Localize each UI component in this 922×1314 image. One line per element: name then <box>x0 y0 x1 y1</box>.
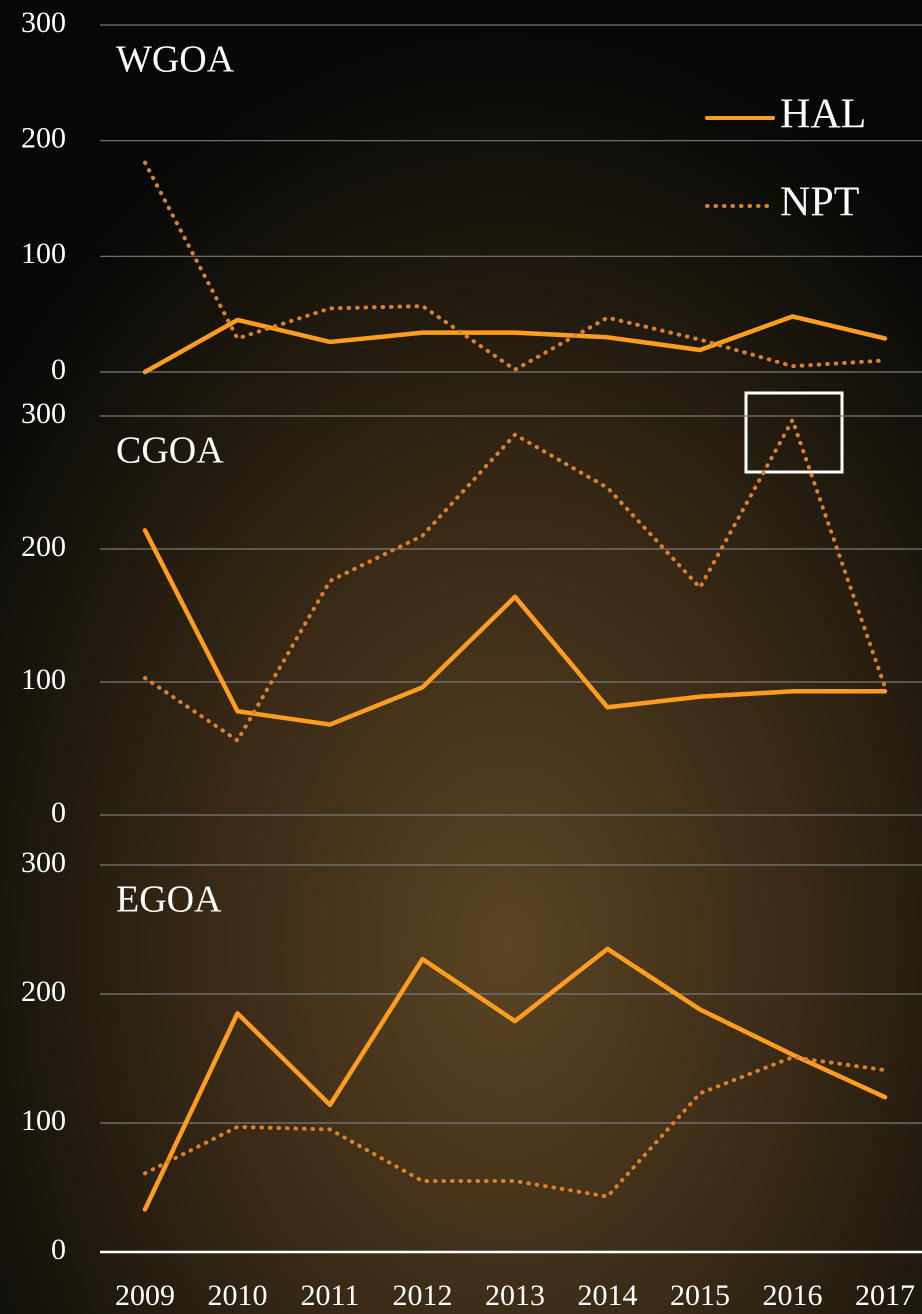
panel-title: WGOA <box>116 39 235 81</box>
npt-line <box>143 1055 887 1199</box>
npt-line <box>143 160 887 372</box>
x-tick-label: 2012 <box>393 1279 453 1312</box>
npt-line <box>143 417 887 743</box>
y-tick-label: 0 <box>51 796 66 829</box>
y-tick-label: 0 <box>51 353 66 386</box>
panel-title: EGOA <box>116 879 222 921</box>
y-tick-label: 300 <box>21 846 66 879</box>
y-tick-label: 200 <box>21 975 66 1008</box>
highlight-box <box>744 391 844 474</box>
x-tick-label: 2016 <box>763 1279 823 1312</box>
y-tick-label: 100 <box>21 237 66 270</box>
panel-title: CGOA <box>116 430 224 472</box>
y-tick-label: 300 <box>21 397 66 430</box>
legend-label: NPT <box>780 180 859 226</box>
hal-line <box>142 528 888 727</box>
y-tick-label: 200 <box>21 122 66 155</box>
y-tick-label: 300 <box>21 6 66 39</box>
x-tick-label: 2011 <box>301 1279 360 1312</box>
x-tick-label: 2009 <box>115 1279 175 1312</box>
y-tick-label: 100 <box>21 1104 66 1137</box>
x-tick-label: 2010 <box>208 1279 268 1312</box>
x-tick-label: 2015 <box>670 1279 730 1312</box>
y-tick-label: 100 <box>21 663 66 696</box>
y-tick-label: 0 <box>51 1233 66 1266</box>
hal-line <box>142 946 888 1212</box>
legend-label: HAL <box>780 92 866 138</box>
x-tick-label: 2013 <box>485 1279 545 1312</box>
x-tick-label: 2017 <box>855 1279 915 1312</box>
x-tick-label: 2014 <box>578 1279 638 1312</box>
y-tick-label: 200 <box>21 530 66 563</box>
